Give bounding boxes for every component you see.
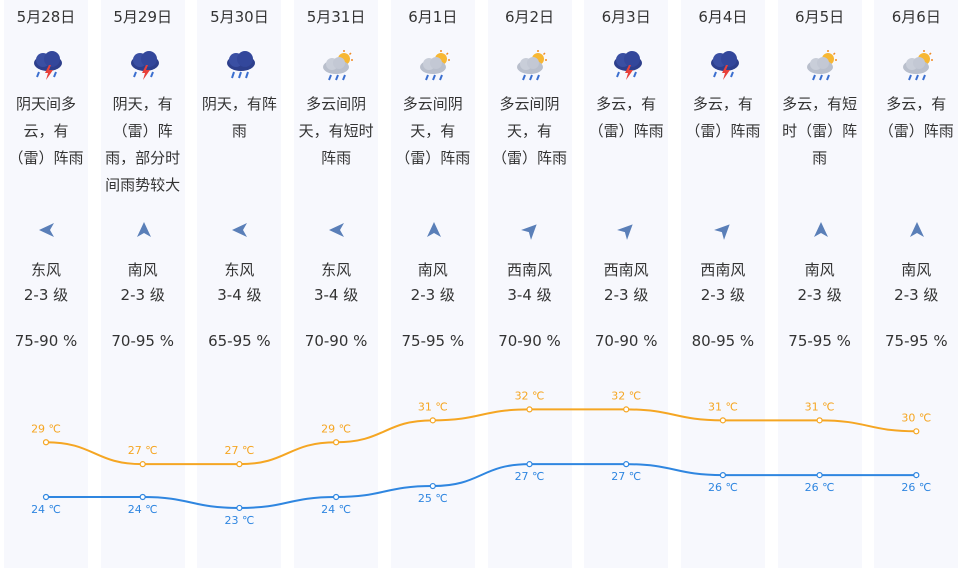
arrow-west-icon bbox=[37, 220, 57, 240]
rain-icon bbox=[223, 50, 259, 82]
wind-direction: 南风 bbox=[804, 261, 835, 279]
day-column: 6月6日多云，有（雷）阵雨南风 2-3 级 75-95 % bbox=[874, 0, 959, 568]
wind-direction: 西南风 bbox=[700, 261, 746, 279]
day-column: 6月2日多云间阴天，有（雷）阵雨西南风 3-4 级 70-90 % bbox=[487, 0, 572, 568]
weather-description: 多云间阴天，有短时阵雨 bbox=[298, 95, 374, 167]
day-column: 6月4日多云，有（雷）阵雨西南风 2-3 级 80-95 % bbox=[680, 0, 765, 568]
day-date: 5月30日 bbox=[210, 8, 269, 26]
day-column: 6月5日多云，有短时（雷）阵雨南风 2-3 级 75-95 % bbox=[777, 0, 862, 568]
weather-description: 多云，有（雷）阵雨 bbox=[588, 95, 664, 140]
weather-description: 多云间阴天，有（雷）阵雨 bbox=[491, 95, 567, 167]
wind-direction: 西南风 bbox=[603, 261, 649, 279]
weather-description: 多云，有短时（雷）阵雨 bbox=[782, 95, 858, 167]
day-column: 5月29日阴天，有（雷）阵雨，部分时间雨势较大南风 2-3 级 70-95 % bbox=[100, 0, 185, 568]
arrow-northeast-icon bbox=[617, 220, 637, 240]
humidity-range: 70-90 % bbox=[498, 332, 561, 350]
humidity-range: 75-95 % bbox=[401, 332, 465, 350]
arrow-north-icon bbox=[424, 220, 444, 240]
humidity-range: 80-95 % bbox=[691, 332, 755, 350]
wind-level: 2-3 级 bbox=[23, 286, 69, 304]
humidity-range: 70-90 % bbox=[594, 332, 658, 350]
sun-cloud-rain-icon bbox=[804, 50, 840, 82]
wind-level: 2-3 级 bbox=[797, 286, 842, 304]
wind-level: 3-4 级 bbox=[313, 286, 359, 304]
sun-cloud-rain-icon bbox=[320, 50, 356, 82]
day-date: 6月2日 bbox=[504, 8, 555, 26]
wind-level: 2-3 级 bbox=[894, 286, 939, 304]
humidity-range: 70-90 % bbox=[304, 332, 368, 350]
arrow-northeast-icon bbox=[520, 220, 541, 240]
wind-level: 3-4 级 bbox=[217, 286, 262, 304]
wind-direction: 西南风 bbox=[506, 261, 552, 279]
wind-level: 2-3 级 bbox=[604, 286, 649, 304]
day-date: 6月5日 bbox=[795, 8, 845, 26]
arrow-north-icon bbox=[907, 220, 927, 240]
wind-direction: 东风 bbox=[30, 261, 61, 279]
arrow-west-icon bbox=[327, 220, 347, 240]
arrow-northeast-icon bbox=[713, 220, 734, 240]
humidity-range: 70-95 % bbox=[111, 332, 174, 350]
humidity-range: 75-95 % bbox=[788, 332, 851, 350]
weather-description: 多云间阴天，有（雷）阵雨 bbox=[395, 95, 471, 167]
day-date: 6月6日 bbox=[891, 8, 941, 26]
wind-direction: 南风 bbox=[901, 261, 932, 279]
sun-cloud-rain-icon bbox=[900, 50, 936, 82]
arrow-north-icon bbox=[811, 220, 831, 240]
wind-direction: 东风 bbox=[224, 261, 255, 279]
humidity-range: 75-90 % bbox=[14, 332, 78, 350]
wind-direction: 南风 bbox=[127, 261, 158, 279]
day-date: 5月29日 bbox=[113, 8, 172, 26]
weather-description: 阴天，有（雷）阵雨，部分时间雨势较大 bbox=[105, 95, 181, 194]
day-column: 5月31日多云间阴天，有短时阵雨东风 3-4 级 70-90 % bbox=[294, 0, 379, 568]
arrow-west-icon bbox=[230, 220, 250, 240]
day-column: 5月28日阴天间多云，有（雷）阵雨东风 2-3 级 75-90 % bbox=[4, 0, 88, 568]
sun-cloud-rain-icon bbox=[514, 50, 550, 82]
day-date: 6月1日 bbox=[408, 8, 458, 26]
day-column: 6月1日多云间阴天，有（雷）阵雨南风 2-3 级 75-95 % bbox=[390, 0, 475, 568]
day-column: 5月30日阴天，有阵雨东风 3-4 级 65-95 % bbox=[197, 0, 282, 568]
thunderstorm-icon bbox=[610, 50, 646, 82]
sun-cloud-rain-icon bbox=[417, 50, 453, 82]
weather-description: 阴天间多云，有（雷）阵雨 bbox=[8, 95, 84, 167]
wind-level: 3-4 级 bbox=[507, 286, 552, 304]
wind-level: 2-3 级 bbox=[410, 286, 455, 304]
day-date: 5月31日 bbox=[306, 8, 366, 26]
weather-description: 多云，有（雷）阵雨 bbox=[878, 95, 954, 140]
humidity-range: 75-95 % bbox=[884, 332, 948, 350]
thunderstorm-icon bbox=[707, 50, 743, 82]
day-date: 5月28日 bbox=[16, 8, 76, 26]
arrow-north-icon bbox=[134, 220, 154, 240]
wind-level: 2-3 级 bbox=[700, 286, 746, 304]
thunderstorm-icon bbox=[127, 50, 163, 82]
day-date: 6月4日 bbox=[698, 8, 748, 26]
day-column: 6月3日多云，有（雷）阵雨西南风 2-3 级 70-90 % bbox=[584, 0, 669, 568]
day-date: 6月3日 bbox=[601, 8, 651, 26]
weather-description: 多云，有（雷）阵雨 bbox=[685, 95, 761, 140]
weather-description: 阴天，有阵雨 bbox=[201, 95, 277, 140]
wind-direction: 南风 bbox=[417, 261, 448, 279]
thunderstorm-icon bbox=[30, 50, 66, 82]
humidity-range: 65-95 % bbox=[208, 332, 271, 350]
wind-direction: 东风 bbox=[321, 261, 352, 279]
wind-level: 2-3 级 bbox=[120, 286, 165, 304]
